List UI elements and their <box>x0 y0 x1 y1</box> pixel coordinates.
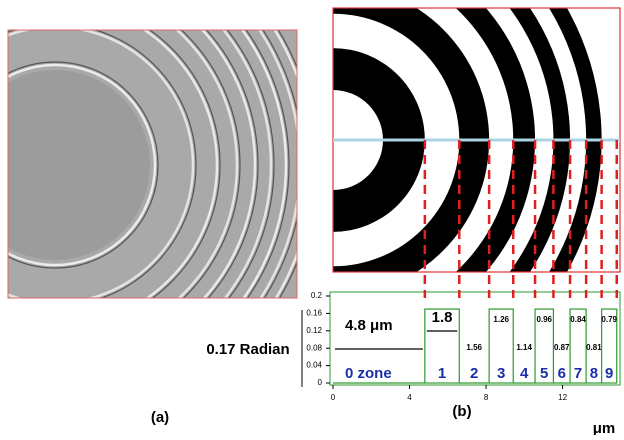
zone-width-label: 0.79 <box>601 315 617 324</box>
zone-label: 5 <box>540 365 548 382</box>
phase-label: 0.17 Radian <box>206 341 289 358</box>
zone-width-label: 1.26 <box>493 315 509 324</box>
zone-label: 1 <box>438 365 446 382</box>
zone-label: 6 <box>558 365 566 382</box>
zone-label: 7 <box>574 365 582 382</box>
zone-label: 4 <box>520 365 529 382</box>
zone-width-label: 4.8 μm <box>345 317 393 334</box>
y-tick-label: 0.08 <box>306 343 322 352</box>
zone-label: 9 <box>605 365 613 382</box>
y-tick-label: 0.2 <box>311 291 323 300</box>
panel-frame <box>7 29 298 299</box>
phase-step <box>424 308 460 384</box>
zone-width-label: 1.56 <box>466 343 482 352</box>
zone-label: 8 <box>590 365 598 382</box>
x-tick-label: 0 <box>331 393 336 402</box>
x-tick-label: 4 <box>407 393 412 402</box>
panel-label: (a) <box>151 409 169 426</box>
zone-label: 3 <box>497 365 505 382</box>
x-unit: μm <box>593 420 616 435</box>
y-tick-label: 0 <box>318 378 323 387</box>
y-tick-label: 0.16 <box>306 309 322 318</box>
x-tick-label: 12 <box>558 393 567 402</box>
zone-label: 2 <box>470 365 478 382</box>
phase-step <box>601 308 618 384</box>
y-tick-label: 0.12 <box>306 326 322 335</box>
phase-step <box>534 308 555 384</box>
zone-width-label: 1.8 <box>432 309 453 326</box>
y-tick-label: 0.04 <box>306 361 322 370</box>
zone-label: 0 zone <box>345 365 392 382</box>
micrograph <box>8 30 297 298</box>
zone-width-label: 0.84 <box>570 315 586 324</box>
x-tick-label: 8 <box>484 393 489 402</box>
zone-width-label: 1.14 <box>516 343 532 352</box>
zone-width-label: 0.87 <box>554 343 570 352</box>
zone-width-label: 0.96 <box>536 315 552 324</box>
phase-step <box>488 308 514 384</box>
panel-label: (b) <box>452 403 471 420</box>
phase-step <box>569 308 587 384</box>
plot-frame <box>329 291 621 386</box>
zone-width-label: 0.81 <box>586 343 602 352</box>
